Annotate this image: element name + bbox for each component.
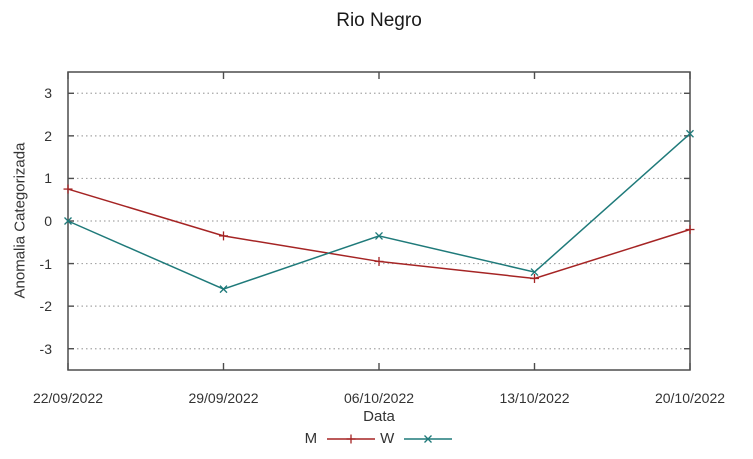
x-axis-label: Data [363,408,395,425]
plus-marker [63,184,73,194]
legend-item-M: M [305,430,377,447]
y-tick-label: 0 [44,213,52,229]
cross-marker [686,129,694,138]
plus-marker [346,434,356,443]
x-tick-label: 06/10/2022 [343,390,415,406]
legend-item-W: W [380,430,453,447]
plot-area [63,71,695,371]
legend-swatch-M [327,434,376,443]
cross-marker [530,268,539,277]
chart-title: Rio Negro [336,10,422,31]
legend-label: W [380,430,395,447]
plus-marker [219,231,228,241]
y-tick-label: 1 [44,170,52,187]
plus-marker [374,256,384,266]
y-tick-label: 3 [44,85,52,102]
y-tick-label: -2 [39,298,52,315]
cross-marker [64,217,72,225]
cross-marker [424,434,433,443]
plus-marker [530,273,539,283]
cross-marker [219,285,228,294]
legend-label: M [304,430,318,447]
legend-swatch-W [404,434,453,443]
x-tick-label: 13/10/2022 [499,390,570,406]
cross-marker [375,231,383,240]
x-tick-label: 29/09/2022 [188,390,259,406]
y-tick-label: 2 [44,127,52,144]
y-tick-label: -3 [39,340,52,357]
x-tick-label: 22/09/2022 [32,390,104,406]
y-tick-label: -1 [39,255,52,272]
x-tick-label: 20/10/2022 [654,390,726,406]
plus-marker [685,225,695,235]
